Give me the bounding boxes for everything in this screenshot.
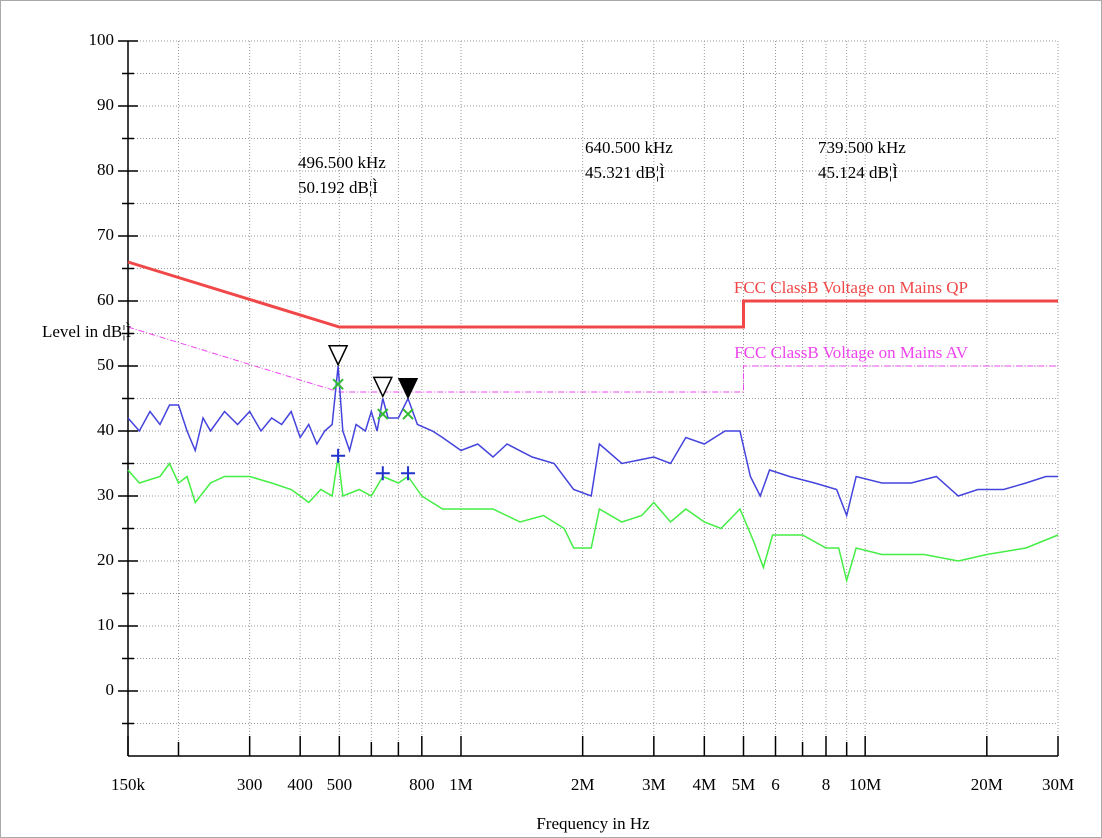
x-axis-label: Frequency in Hz xyxy=(536,814,650,833)
x-tick-label: 150k xyxy=(111,775,146,794)
y-tick-label: 60 xyxy=(97,290,114,309)
series-line xyxy=(127,456,1059,584)
x-tick-label: 300 xyxy=(237,775,263,794)
av-mark xyxy=(375,466,390,481)
limit-label: FCC ClassB Voltage on Mains QP xyxy=(734,278,968,297)
y-tick-label: 100 xyxy=(89,30,115,49)
av-mark xyxy=(401,466,416,481)
y-tick-label: 80 xyxy=(97,160,114,179)
series-line xyxy=(127,365,1058,519)
peak-frequency-label: 496.500 kHz xyxy=(298,153,386,172)
y-tick-label: 10 xyxy=(97,615,114,634)
x-tick-label: 4M xyxy=(693,775,717,794)
y-tick-label: 20 xyxy=(97,550,114,569)
peak-level-label: 45.321 dB¦Ì xyxy=(585,163,665,182)
limit-label: FCC ClassB Voltage on Mains AV xyxy=(734,343,969,362)
y-tick-label: 0 xyxy=(106,680,115,699)
qp-mark xyxy=(332,378,344,390)
x-tick-label: 3M xyxy=(642,775,666,794)
peak-marker xyxy=(327,345,349,367)
x-tick-label: 30M xyxy=(1042,775,1074,794)
y-tick-label: 30 xyxy=(97,485,114,504)
x-tick-label: 400 xyxy=(287,775,313,794)
qp-mark xyxy=(377,408,389,420)
series-line xyxy=(127,260,1058,329)
peak-level-label: 45.124 dB¦Ì xyxy=(818,163,898,182)
peak-frequency-label: 640.500 kHz xyxy=(585,138,673,157)
x-tick-label: 20M xyxy=(971,775,1003,794)
peak-marker xyxy=(397,377,419,400)
x-tick-label: 800 xyxy=(409,775,435,794)
y-tick-label: 50 xyxy=(97,355,114,374)
x-tick-label: 5M xyxy=(732,775,756,794)
x-tick-label: 6 xyxy=(771,775,780,794)
y-tick-label: 90 xyxy=(97,95,114,114)
series-line xyxy=(127,326,1058,393)
av-mark xyxy=(331,448,346,463)
peak-marker xyxy=(372,376,393,399)
x-tick-label: 1M xyxy=(449,775,473,794)
qp-mark xyxy=(402,408,414,420)
x-tick-label: 8 xyxy=(822,775,831,794)
x-tick-label: 2M xyxy=(571,775,595,794)
y-tick-label: 40 xyxy=(97,420,114,439)
x-tick-label: 10M xyxy=(849,775,881,794)
peak-frequency-label: 739.500 kHz xyxy=(818,138,906,157)
peak-level-label: 50.192 dB¦Ì xyxy=(298,178,378,197)
y-tick-label: 70 xyxy=(97,225,114,244)
y-axis-label: Level in dB¦Ì xyxy=(42,322,132,341)
x-tick-label: 500 xyxy=(327,775,353,794)
